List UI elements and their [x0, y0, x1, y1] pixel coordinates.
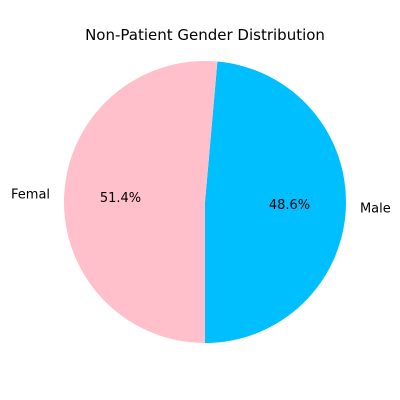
- slice-percent-male: 48.6%: [269, 198, 310, 213]
- chart-title: Non-Patient Gender Distribution: [85, 26, 325, 44]
- slice-label-male: Male: [360, 201, 391, 216]
- slice-percent-femal: 51.4%: [100, 191, 141, 206]
- pie-slice-male: [205, 61, 347, 343]
- pie-labels: Male 48.6% Femal 51.4%: [11, 188, 391, 217]
- pie-slice-femal: [64, 61, 218, 343]
- slice-label-femal: Femal: [11, 188, 50, 203]
- pie-slices: [64, 61, 347, 343]
